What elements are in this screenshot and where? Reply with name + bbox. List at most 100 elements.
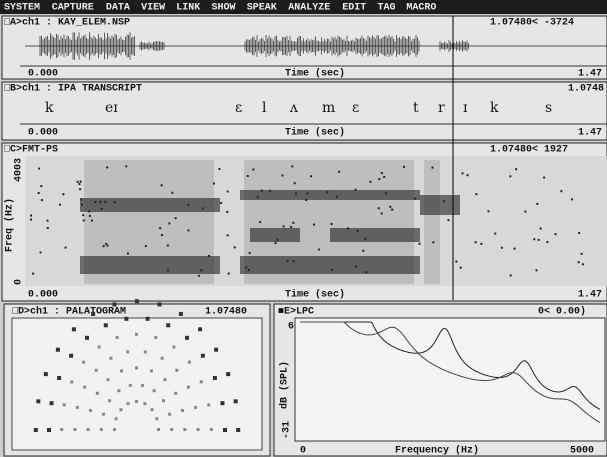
formant-dot — [79, 188, 81, 190]
electrode — [153, 389, 156, 392]
formant-dot — [571, 198, 573, 200]
phone-symbol: r — [438, 100, 445, 116]
formant-dot — [78, 183, 80, 185]
formant-dot — [286, 260, 288, 262]
electrode — [117, 389, 120, 392]
menu-item[interactable]: CAPTURE — [52, 3, 94, 14]
electrode — [89, 409, 92, 412]
formant-dot — [383, 176, 385, 178]
electrode — [179, 312, 183, 316]
formant-dot — [326, 191, 328, 193]
formant-dot — [432, 241, 434, 243]
formant-band — [240, 190, 420, 200]
electrode — [158, 302, 162, 306]
electrode — [141, 384, 144, 387]
electrode — [72, 327, 76, 331]
electrode — [116, 336, 119, 339]
electrode — [47, 428, 51, 432]
phone-symbol: m — [322, 100, 335, 116]
electrode — [76, 406, 79, 409]
formant-dot — [104, 201, 106, 203]
formant-dot — [306, 193, 308, 195]
formant-dot — [257, 196, 259, 198]
formant-dot — [103, 245, 105, 247]
formant-band — [420, 195, 460, 215]
formant-dot — [65, 247, 67, 249]
formant-dot — [167, 244, 169, 246]
menu-item[interactable]: SYSTEM — [4, 3, 40, 14]
electrode — [183, 428, 186, 431]
formant-dot — [536, 269, 538, 271]
phone-symbol: eɪ — [105, 100, 118, 116]
formant-dot — [105, 243, 107, 245]
formant-dot — [385, 192, 387, 194]
electrode — [36, 399, 40, 403]
menu-item[interactable]: DATA — [106, 3, 130, 14]
electrode — [157, 428, 160, 431]
readout: 1.07480< 1927 — [490, 145, 568, 156]
electrode — [155, 417, 158, 420]
formant-dot — [248, 269, 250, 271]
formant-dot — [161, 184, 163, 186]
formant-dot — [80, 181, 82, 183]
formant-dot — [540, 228, 542, 230]
formant-dot — [83, 219, 85, 221]
formant-dot — [355, 266, 357, 268]
panel-title: ■E>LPC — [278, 307, 314, 318]
readout: 1.07480< -3724 — [490, 18, 574, 29]
formant-dot — [91, 220, 93, 222]
formant-dot — [106, 166, 108, 168]
formant-dot — [514, 248, 516, 250]
formant-dot — [443, 200, 445, 202]
electrode — [63, 403, 66, 406]
electrode — [210, 428, 213, 431]
formant-dot — [391, 209, 393, 211]
menu-item[interactable]: VIEW — [141, 3, 165, 14]
panel-title: □A>ch1 : KAY_ELEM.NSP — [4, 17, 130, 29]
phone-symbol: ɪ — [463, 100, 468, 116]
electrode — [104, 323, 108, 327]
electrode — [96, 392, 99, 395]
menu-item[interactable]: TAG — [378, 3, 396, 14]
formant-dot — [313, 224, 315, 226]
electrode — [207, 403, 210, 406]
formant-dot — [30, 219, 32, 221]
time-label: Time (sec) — [285, 289, 345, 301]
time-end: 1.47 — [578, 128, 602, 139]
electrode — [135, 366, 138, 369]
electrode — [60, 428, 63, 431]
electrode — [187, 386, 190, 389]
formant-dot — [381, 172, 383, 174]
menu-item[interactable]: ANALYZE — [288, 3, 330, 14]
formant-dot — [389, 206, 391, 208]
formant-dot — [546, 241, 548, 243]
electrode — [161, 357, 164, 360]
menu-item[interactable]: LINK — [176, 3, 200, 14]
formant-dot — [88, 210, 90, 212]
formant-dot — [291, 165, 293, 167]
electrode — [201, 354, 205, 358]
y-bottom: 0 — [14, 279, 25, 285]
menu-item[interactable]: SHOW — [212, 3, 236, 14]
x-label: Frequency (Hz) — [395, 445, 479, 457]
electrode — [213, 376, 217, 380]
phone-symbol: t — [413, 100, 419, 116]
y-top: 6 — [288, 322, 294, 333]
formant-dot — [269, 190, 271, 192]
menu-item[interactable]: EDIT — [342, 3, 366, 14]
formant-dot — [213, 183, 215, 185]
formant-dot — [318, 248, 320, 250]
formant-dot — [338, 171, 340, 173]
formant-dot — [501, 247, 503, 249]
formant-dot — [227, 190, 229, 192]
electrode — [135, 299, 139, 303]
formant-dot — [145, 245, 147, 247]
electrode — [126, 350, 129, 353]
menu-item[interactable]: SPEAK — [247, 3, 277, 14]
formant-dot — [524, 211, 526, 213]
formant-dot — [167, 269, 169, 271]
electrode — [56, 348, 60, 352]
formant-dot — [432, 167, 434, 169]
menu-item[interactable]: MACRO — [406, 3, 436, 14]
formant-dot — [226, 211, 228, 213]
